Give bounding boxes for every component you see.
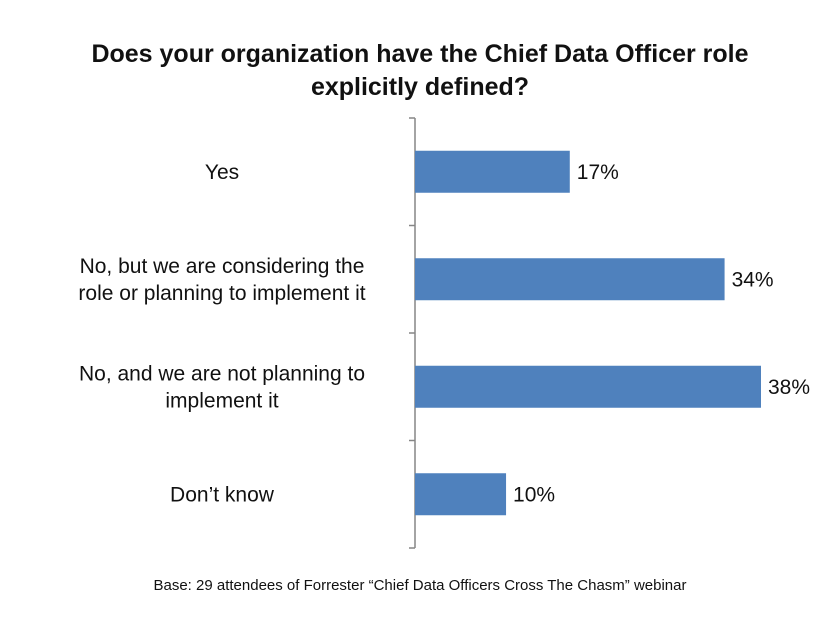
labels-group: 17% Yes 34% No, but we are considering the r… [78, 161, 810, 507]
chart-title-line-1: Does your organization have the Chief Da… [91, 40, 749, 68]
value-label: 34% [732, 268, 774, 291]
category-label: Yes [205, 161, 239, 184]
chart-title-line-2: explicitly defined? [310, 73, 530, 101]
bars-group [415, 150, 761, 516]
axis-group [409, 117, 416, 549]
chart-title: Does your organization have the Chief Da… [40, 38, 800, 104]
bar [415, 150, 570, 193]
value-label: 38% [768, 376, 810, 399]
bar [415, 258, 725, 301]
footnote: Base: 29 attendees of Forrester “Chief D… [153, 577, 687, 594]
value-label: 10% [513, 483, 555, 506]
category-label: No, but we are considering the [80, 255, 365, 278]
category-label: Don’t know [170, 483, 275, 506]
category-label: role or planning to implement it [78, 282, 365, 305]
category-label: implement it [165, 389, 278, 412]
value-label: 17% [577, 161, 619, 184]
category-label: No, and we are not planning to [79, 362, 365, 385]
bar [415, 365, 761, 408]
bar [415, 473, 507, 516]
